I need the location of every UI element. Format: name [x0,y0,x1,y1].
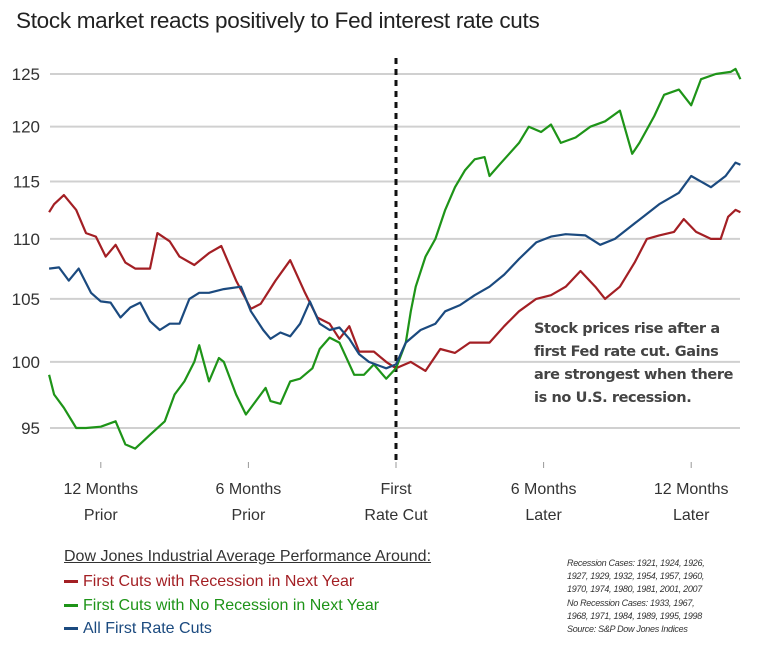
x-tick-label: Prior [84,507,118,524]
y-tick-label: 105 [12,290,40,309]
y-tick-label: 110 [13,230,40,249]
footnote: Recession Cases: 1921, 1924, 1926, 1927,… [567,557,705,636]
legend: Dow Jones Industrial Average Performance… [64,548,431,641]
y-tick-label: 125 [12,65,40,84]
footnote-line: 1968, 1971, 1984, 1989, 1995, 1998 [567,610,702,621]
y-tick-label: 115 [13,173,40,192]
footnote-line: No Recession Cases: 1933, 1967, [567,597,695,608]
footnote-line: 1927, 1929, 1932, 1954, 1957, 1960, [567,571,705,582]
x-tick-label: 12 Months [63,481,138,498]
x-tick-label: 12 Months [654,481,729,498]
legend-item-all: All First Rate Cuts [64,617,431,641]
chart-title: Stock market reacts positively to Fed in… [16,8,540,33]
legend-title: Dow Jones Industrial Average Performance… [64,548,432,565]
y-tick-label: 95 [21,419,40,438]
y-tick-label: 100 [12,353,40,372]
y-tick-label: 120 [12,118,40,137]
legend-label: First Cuts with No Recession in Next Yea… [83,596,380,614]
legend-swatch [64,627,78,631]
legend-swatch [64,603,78,607]
line-chart: 95 100 105 110 115 120 125 12 Months Prior 6 Mont… [12,58,742,524]
series-line-recession [48,194,741,372]
x-tick-label: Rate Cut [364,507,428,524]
x-tick-label: Later [673,507,710,524]
legend-swatch [64,580,78,584]
series-line-no-recession [48,67,742,450]
legend-item-recession: First Cuts with Recession in Next Year [64,570,431,594]
legend-label: First Cuts with Recession in Next Year [83,573,355,590]
legend-label: All First Rate Cuts [83,620,212,637]
x-tick-label: First [380,481,412,498]
footnote-line: Recession Cases: 1921, 1924, 1926, [567,558,705,568]
chart-annotation: Stock prices rise after a first Fed rate… [534,321,734,406]
x-tick-label: 6 Months [511,481,577,498]
footnote-line: 1970, 1974, 1980, 1981, 2001, 2007 [567,584,702,595]
x-tick-label: 6 Months [215,481,281,498]
series-line-all-cuts [48,161,741,370]
legend-item-no-recession: First Cuts with No Recession in Next Yea… [64,594,431,618]
x-tick-label: Prior [232,507,266,524]
footnote-line: Source: S&P Dow Jones Indices [567,624,688,635]
x-tick-label: Later [525,507,562,524]
